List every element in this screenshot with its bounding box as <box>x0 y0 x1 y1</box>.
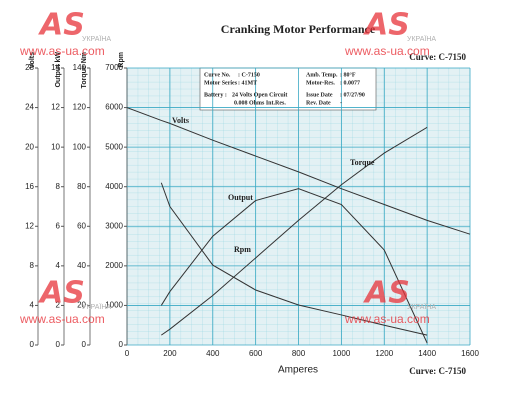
watermark-logo: AS <box>38 8 85 43</box>
x-axis-label: Amperes <box>278 365 318 376</box>
y-tick-label: 3000 <box>105 221 123 230</box>
x-tick-label: 200 <box>163 349 177 358</box>
y-tick-label: 0 <box>30 340 35 349</box>
y-tick-label: 7000 <box>105 63 123 72</box>
y-axis-label: Rpm <box>118 52 125 68</box>
info-key: Amb. Temp. <box>306 72 338 78</box>
y-tick-label: 10 <box>51 142 60 151</box>
series-label: Output <box>228 193 253 202</box>
y-axis-label: Output kW <box>55 52 62 88</box>
info-value: : 41MT <box>238 80 257 86</box>
watermark-text: УКРАЇНА <box>82 303 111 311</box>
series-label: Torque <box>350 158 375 167</box>
y-tick-label: 0 <box>56 340 61 349</box>
watermark-url: www.as-ua.com <box>344 312 430 326</box>
y-tick-label: 80 <box>77 182 86 191</box>
watermark-text: УКРАЇНА <box>407 35 436 43</box>
y-tick-label: 8 <box>30 261 35 270</box>
info-value: : C-7150 <box>238 72 260 78</box>
y-tick-label: 20 <box>77 301 86 310</box>
watermark-logo: AS <box>363 276 410 311</box>
info-key: Rev. Date <box>306 100 331 106</box>
y-tick-label: 0 <box>82 340 87 349</box>
info-key: Motor-Res. <box>306 80 335 86</box>
y-tick-label: 2 <box>56 301 61 310</box>
chart-title: Cranking Motor Performance <box>221 22 376 36</box>
x-tick-label: 1600 <box>461 349 479 358</box>
y-tick-label: 4 <box>56 261 61 270</box>
y-tick-label: 8 <box>56 182 61 191</box>
y-tick-label: 6 <box>56 221 61 230</box>
y-tick-label: 12 <box>51 103 60 112</box>
watermark-logo: AS <box>363 8 410 43</box>
curve-label: Curve: C-7150 <box>409 366 466 376</box>
y-tick-label: 4 <box>30 301 35 310</box>
y-tick-label: 2000 <box>105 261 123 270</box>
x-tick-label: 800 <box>292 349 306 358</box>
watermark-text: УКРАЇНА <box>407 303 436 311</box>
y-tick-label: 1000 <box>105 301 123 310</box>
watermark-url: www.as-ua.com <box>19 312 105 326</box>
y-tick-label: 16 <box>25 182 34 191</box>
watermark-url: www.as-ua.com <box>344 44 430 58</box>
series-line <box>126 107 471 235</box>
info-value: : 07/27/90 <box>340 92 365 98</box>
info-value: 0.008 Ohms Int.Res. <box>234 100 286 106</box>
watermark-url: www.as-ua.com <box>19 44 105 58</box>
y-tick-label: 6000 <box>105 103 123 112</box>
x-tick-label: 1200 <box>375 349 393 358</box>
series-line <box>161 126 428 336</box>
y-tick-label: 4000 <box>105 182 123 191</box>
series-line <box>160 182 428 336</box>
y-tick-label: 14 <box>51 63 60 72</box>
curve-label: Curve: C-7150 <box>409 52 466 62</box>
x-tick-label: 1000 <box>332 349 350 358</box>
info-key: Motor Series <box>204 80 238 86</box>
x-tick-label: 0 <box>125 349 130 358</box>
y-tick-label: 12 <box>25 221 34 230</box>
info-key: Battery : <box>204 92 227 98</box>
y-tick-label: 20 <box>25 142 34 151</box>
series-label: Rpm <box>234 245 251 254</box>
y-tick-label: 5000 <box>105 142 123 151</box>
x-tick-label: 400 <box>206 349 220 358</box>
y-tick-label: 24 <box>25 103 34 112</box>
info-value: 24 Volts Open Circuit <box>232 92 287 98</box>
info-value: : 0.0077 <box>340 80 360 86</box>
y-tick-label: 60 <box>77 221 86 230</box>
info-key: Curve No. <box>204 72 231 78</box>
x-tick-label: 1400 <box>418 349 436 358</box>
y-tick-label: 40 <box>77 261 86 270</box>
y-tick-label: 100 <box>73 142 87 151</box>
y-axis-label: Volts <box>29 52 36 69</box>
watermark-logo: AS <box>38 276 85 311</box>
y-tick-label: 140 <box>73 63 87 72</box>
y-tick-label: 120 <box>73 103 87 112</box>
watermark-text: УКРАЇНА <box>82 35 111 43</box>
y-tick-label: 28 <box>25 63 34 72</box>
y-tick-label: 0 <box>119 340 124 349</box>
info-value: - <box>340 100 342 106</box>
series-line <box>160 188 428 344</box>
y-axis-label: Torque Nm <box>81 52 88 88</box>
info-key: Issue Date <box>306 92 333 98</box>
info-value: : 80°F <box>340 71 356 78</box>
x-tick-label: 600 <box>249 349 263 358</box>
series-label: Volts <box>172 116 189 125</box>
